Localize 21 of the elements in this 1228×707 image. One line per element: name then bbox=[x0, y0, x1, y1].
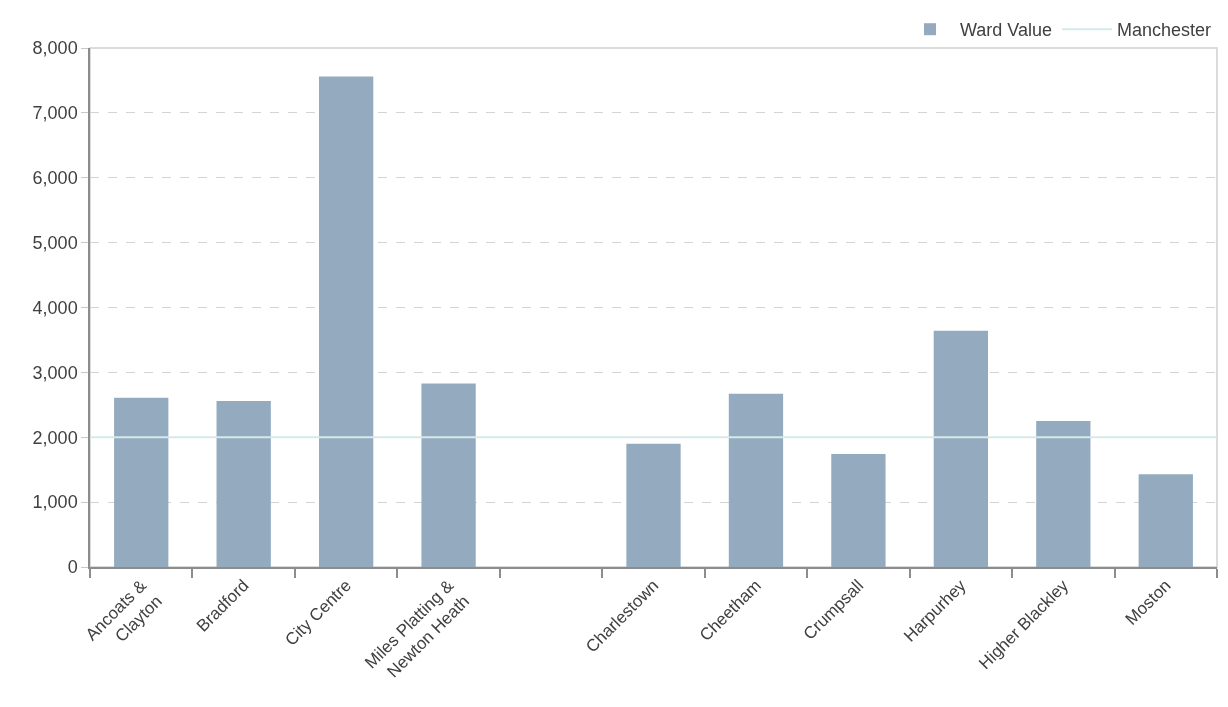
bar bbox=[626, 443, 681, 567]
bar bbox=[114, 397, 169, 567]
bar bbox=[933, 330, 989, 567]
bar bbox=[1036, 421, 1091, 567]
y-tick-label: 3,000 bbox=[32, 362, 78, 383]
bar bbox=[1138, 474, 1193, 567]
bar bbox=[831, 454, 886, 567]
bar bbox=[216, 400, 271, 567]
bar bbox=[318, 76, 374, 567]
y-tick-label: 5,000 bbox=[32, 232, 78, 253]
y-tick-label: 0 bbox=[67, 557, 78, 578]
y-tick-label: 2,000 bbox=[32, 427, 78, 448]
bar bbox=[421, 383, 476, 567]
bar bbox=[728, 393, 784, 567]
y-tick-label: 6,000 bbox=[32, 168, 78, 189]
legend-label: Manchester bbox=[1117, 20, 1212, 41]
y-tick-label: 8,000 bbox=[32, 38, 78, 59]
y-tick-label: 1,000 bbox=[32, 492, 78, 513]
y-tick-label: 4,000 bbox=[32, 297, 78, 318]
y-tick-label: 7,000 bbox=[32, 103, 78, 124]
legend-label: Ward Value bbox=[960, 20, 1053, 41]
